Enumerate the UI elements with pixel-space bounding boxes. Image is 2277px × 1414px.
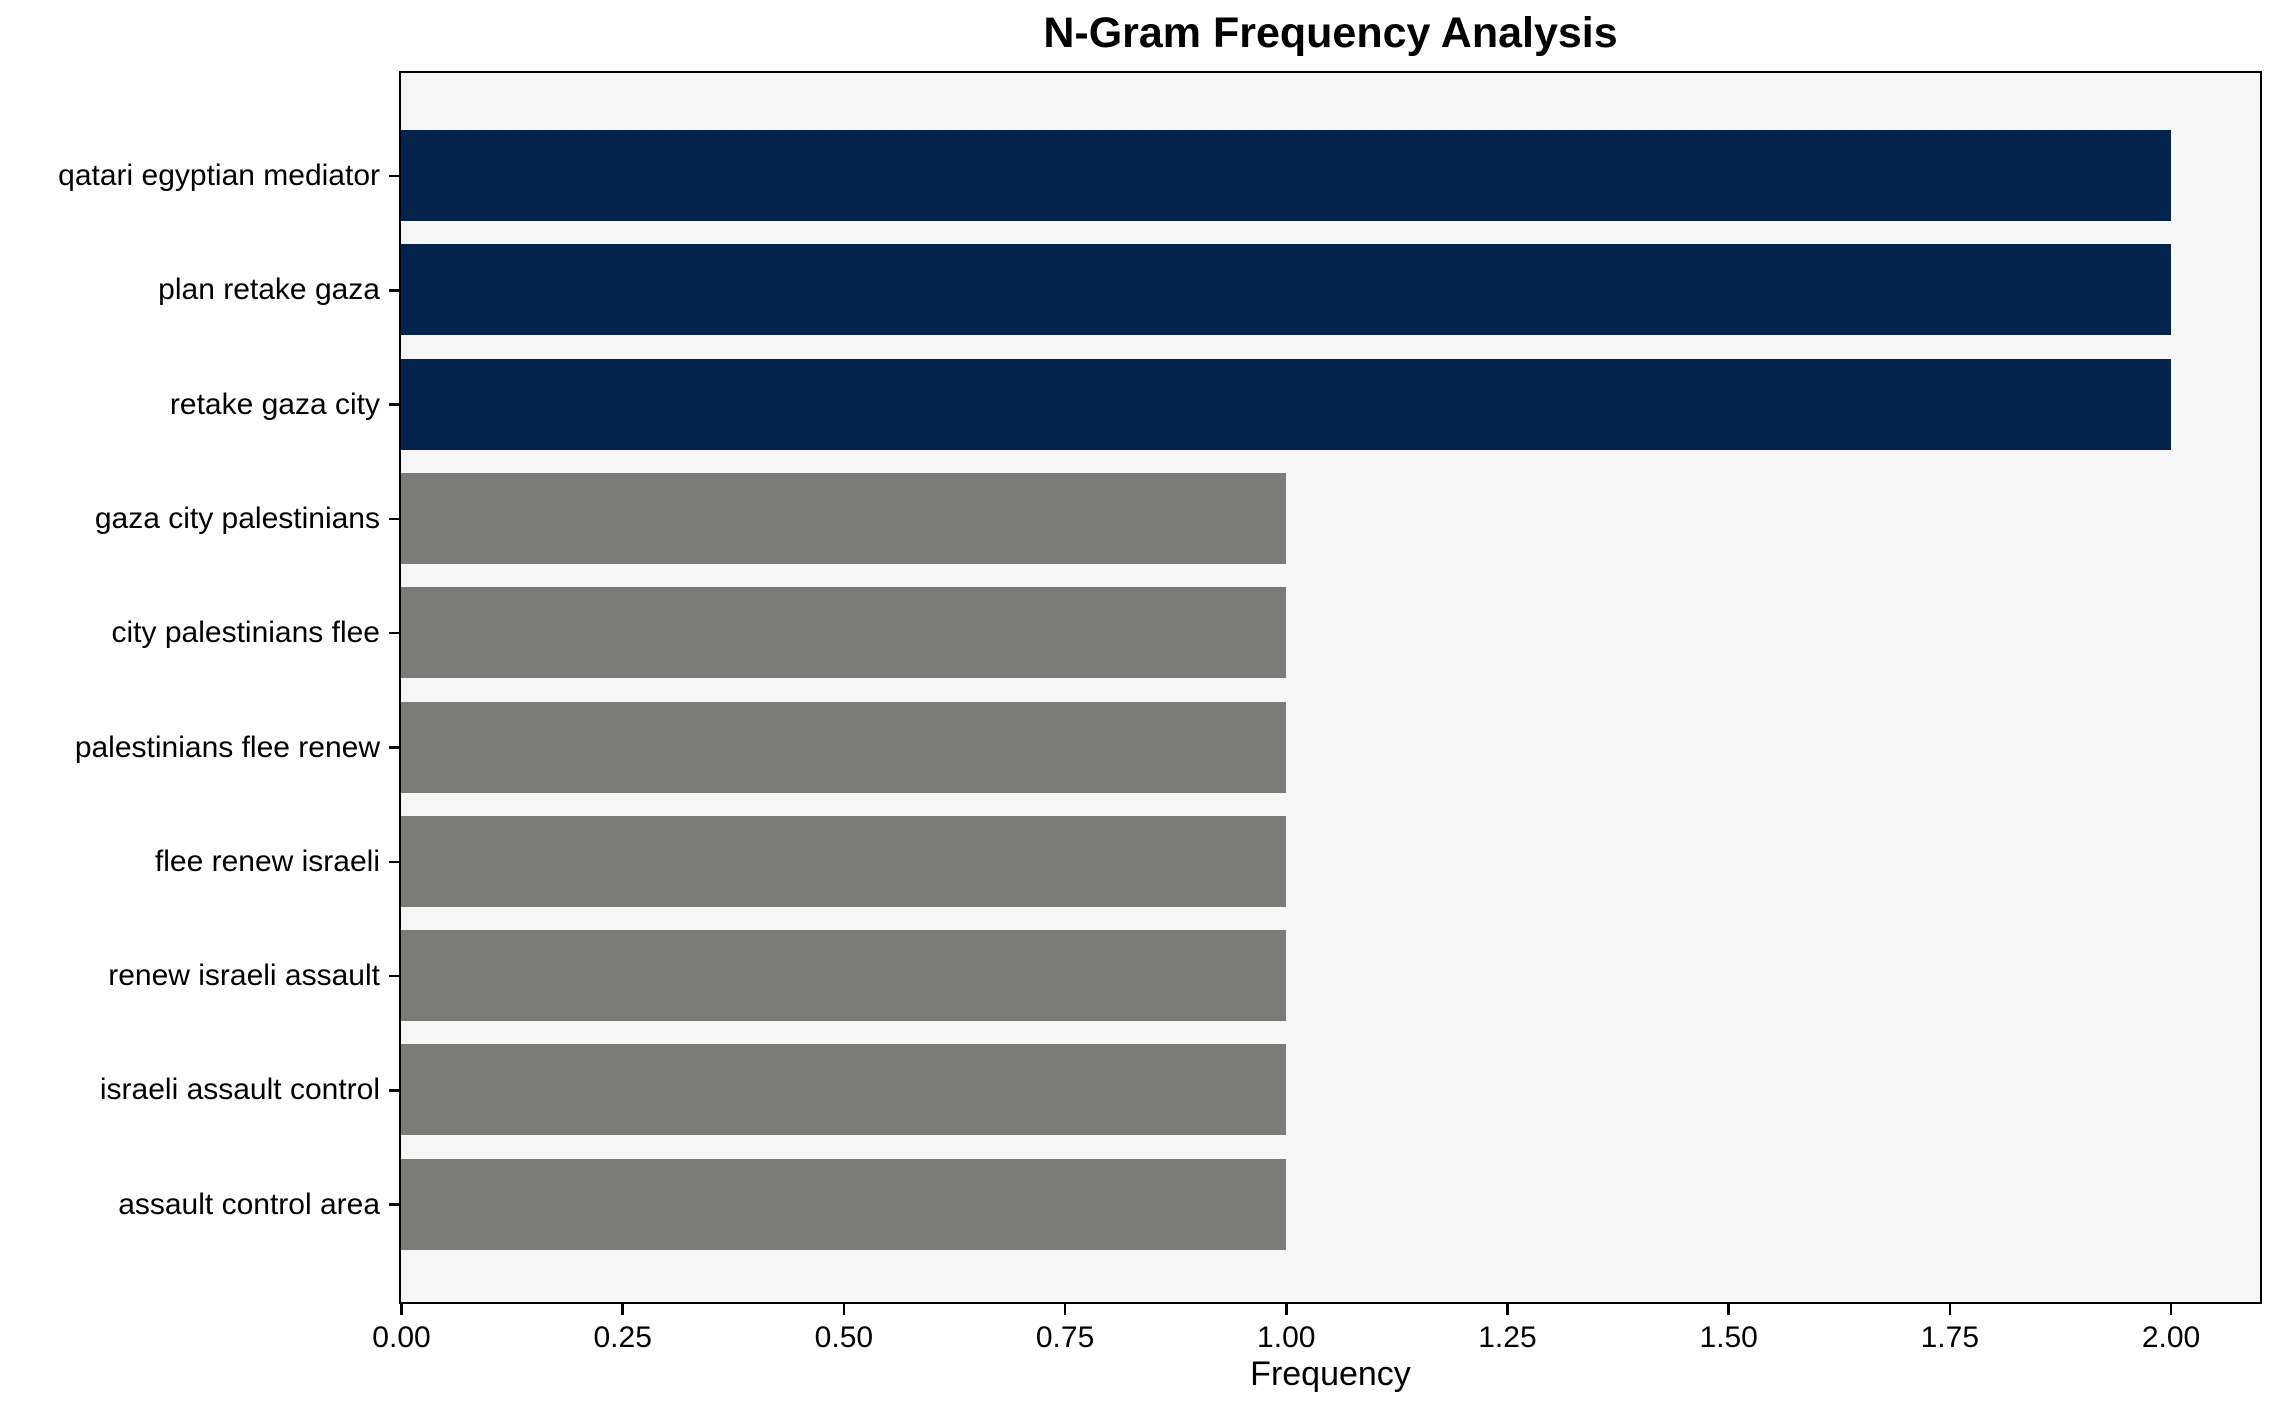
x-tick-label: 0.50 bbox=[814, 1321, 874, 1354]
chart-title: N-Gram Frequency Analysis bbox=[1043, 9, 1618, 57]
x-tick-mark bbox=[842, 1304, 846, 1315]
y-tick-label: city palestinians flee bbox=[111, 616, 380, 650]
y-tick-label: gaza city palestinians bbox=[94, 501, 380, 535]
x-tick-mark bbox=[621, 1304, 624, 1315]
x-tick-label: 1.25 bbox=[1478, 1321, 1537, 1354]
bar bbox=[401, 472, 1286, 564]
y-tick-label: assault control area bbox=[118, 1187, 380, 1221]
x-tick-label: 0.25 bbox=[593, 1321, 652, 1354]
y-tick-label: israeli assault control bbox=[99, 1073, 380, 1107]
y-tick-label: palestinians flee renew bbox=[74, 730, 380, 764]
x-tick-mark bbox=[1506, 1304, 1509, 1315]
plot-area bbox=[399, 71, 2262, 1304]
y-tick-mark bbox=[389, 631, 399, 635]
y-tick-label: qatari egyptian mediator bbox=[58, 159, 380, 192]
y-tick-mark bbox=[389, 517, 399, 521]
bar bbox=[401, 1158, 1286, 1250]
bar bbox=[401, 130, 2171, 221]
y-tick-label: renew israeli assault bbox=[108, 959, 380, 993]
bar bbox=[401, 701, 1286, 793]
y-tick-mark bbox=[389, 1203, 399, 1206]
x-tick-label: 2.00 bbox=[2141, 1321, 2201, 1354]
y-tick-label: plan retake gaza bbox=[158, 273, 380, 307]
y-tick-mark bbox=[389, 860, 399, 864]
bar bbox=[401, 358, 2171, 450]
y-tick-mark bbox=[389, 1089, 399, 1092]
x-tick-mark bbox=[1948, 1304, 1952, 1315]
y-tick-label: flee renew israeli bbox=[154, 844, 380, 878]
x-tick-label: 0.75 bbox=[1035, 1321, 1095, 1354]
x-tick-label: 0.00 bbox=[372, 1321, 431, 1354]
x-tick-mark bbox=[1063, 1304, 1067, 1315]
y-tick-label: retake gaza city bbox=[169, 387, 380, 421]
y-tick-mark bbox=[389, 289, 399, 292]
bar bbox=[401, 587, 1286, 679]
x-axis-label: Frequency bbox=[1250, 1355, 1411, 1393]
y-tick-mark bbox=[389, 746, 399, 749]
bar bbox=[401, 815, 1286, 907]
x-tick-mark bbox=[400, 1304, 403, 1315]
x-tick-label: 1.00 bbox=[1257, 1321, 1316, 1354]
x-tick-label: 1.75 bbox=[1920, 1321, 1980, 1354]
x-tick-mark bbox=[1727, 1304, 1730, 1315]
bar bbox=[401, 1044, 1286, 1136]
bar bbox=[401, 244, 2171, 336]
x-tick-label: 1.50 bbox=[1699, 1321, 1758, 1354]
x-tick-mark bbox=[2169, 1304, 2173, 1315]
y-tick-mark bbox=[389, 174, 399, 178]
y-tick-mark bbox=[389, 974, 399, 978]
x-tick-mark bbox=[1285, 1304, 1288, 1315]
y-tick-mark bbox=[389, 403, 399, 406]
bar bbox=[401, 930, 1286, 1022]
